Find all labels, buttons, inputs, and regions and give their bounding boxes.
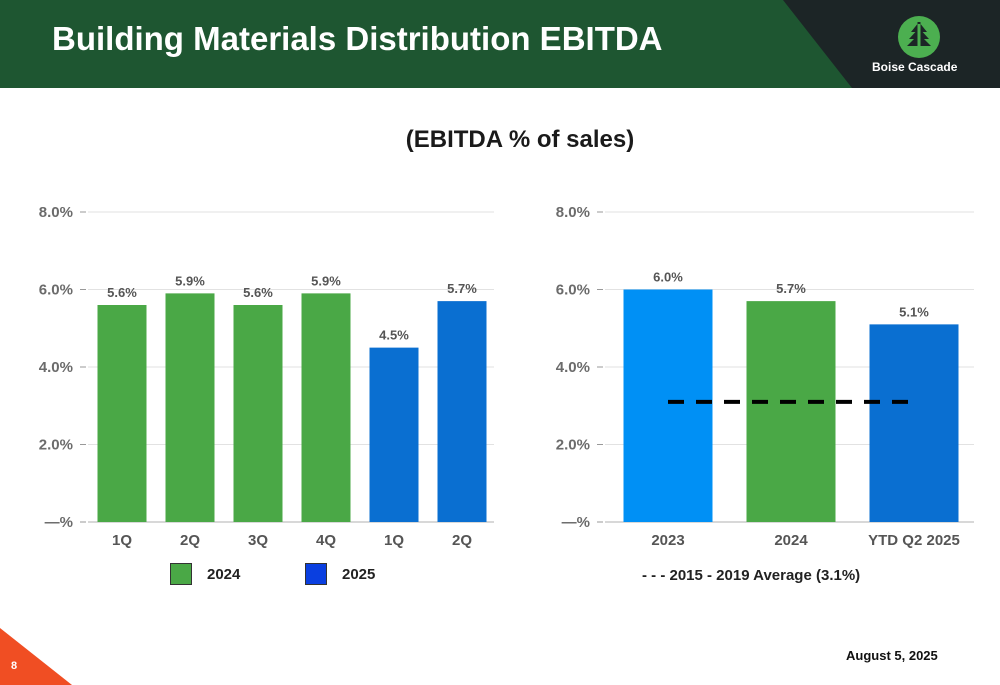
y-tick-label-1-4: 8.0% — [556, 204, 590, 221]
corner-accent — [0, 628, 72, 685]
data-label-0-3: 5.9% — [311, 273, 341, 288]
bar-1-0 — [623, 289, 713, 522]
data-label-0-0: 5.6% — [107, 285, 137, 300]
y-tick-label-0-0: —% — [45, 514, 73, 531]
x-tick-label-0-0: 1Q — [112, 532, 132, 549]
x-tick-label-0-3: 4Q — [316, 532, 336, 549]
y-tick-label-1-3: 6.0% — [556, 282, 590, 299]
page-number: 8 — [11, 660, 18, 672]
data-label-1-1: 5.7% — [776, 281, 806, 296]
y-tick-label-1-0: —% — [562, 514, 590, 531]
data-label-0-1: 5.9% — [175, 273, 205, 288]
y-tick-label-0-2: 4.0% — [39, 359, 73, 376]
y-tick-label-1-1: 2.0% — [556, 437, 590, 454]
bar-0-1 — [165, 293, 215, 522]
legend-swatch-2024 — [170, 563, 192, 585]
footer-date: August 5, 2025 — [846, 648, 938, 663]
bar-0-5 — [437, 301, 487, 522]
x-tick-label-1-1: 2024 — [774, 532, 808, 549]
bar-0-0 — [97, 305, 147, 522]
x-tick-label-0-4: 1Q — [384, 532, 404, 549]
y-tick-label-0-1: 2.0% — [39, 437, 73, 454]
x-tick-label-0-1: 2Q — [180, 532, 200, 549]
y-tick-label-0-3: 6.0% — [39, 282, 73, 299]
data-label-0-4: 4.5% — [379, 328, 409, 343]
x-tick-label-1-0: 2023 — [651, 532, 684, 549]
y-tick-label-0-4: 8.0% — [39, 204, 73, 221]
bar-0-4 — [369, 347, 419, 522]
bar-1-1 — [746, 301, 836, 522]
page-title: Building Materials Distribution EBITDA — [52, 20, 663, 57]
logo-panel — [783, 0, 1000, 88]
x-tick-label-1-2: YTD Q2 2025 — [868, 532, 960, 549]
chart-subtitle: (EBITDA % of sales) — [405, 126, 635, 153]
legend-label-2025: 2025 — [342, 566, 376, 583]
bar-0-3 — [301, 293, 351, 522]
y-tick-label-1-2: 4.0% — [556, 359, 590, 376]
data-label-1-0: 6.0% — [653, 270, 683, 285]
data-label-0-2: 5.6% — [243, 285, 273, 300]
data-label-1-2: 5.1% — [899, 304, 929, 319]
data-label-0-5: 5.7% — [447, 281, 477, 296]
legend-average-line: - - - 2015 - 2019 Average (3.1%) — [642, 567, 861, 584]
bar-1-2 — [869, 324, 959, 522]
x-tick-label-0-5: 2Q — [452, 532, 472, 549]
logo-wordmark: Boise Cascade — [872, 60, 958, 74]
legend-swatch-2025 — [305, 563, 327, 585]
legend-label-2024: 2024 — [207, 566, 241, 583]
tree-icon — [898, 16, 940, 58]
x-tick-label-0-2: 3Q — [248, 532, 268, 549]
bar-0-2 — [233, 305, 283, 522]
